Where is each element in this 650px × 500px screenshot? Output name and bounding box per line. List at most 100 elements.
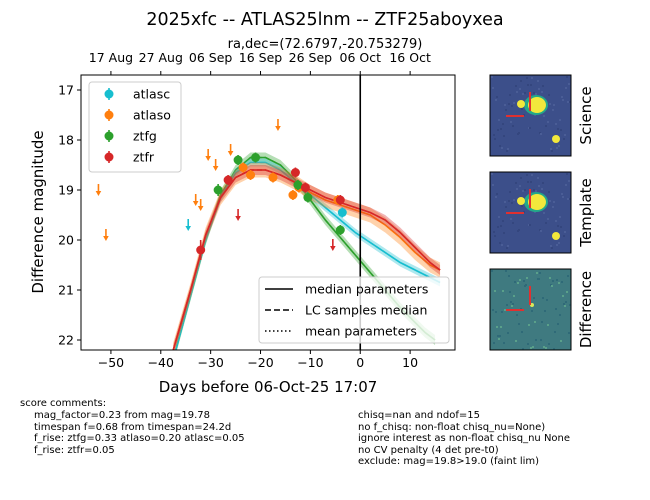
stamp-noise — [551, 247, 553, 249]
stamp-noise — [495, 311, 497, 313]
stamp-noise — [568, 180, 570, 182]
stamp-noise — [494, 235, 496, 237]
line-legend-label: LC samples median — [305, 303, 427, 318]
upper-limit-head-atlaso — [95, 191, 102, 196]
stamp-noise — [521, 108, 523, 110]
stamp-noise — [500, 128, 502, 130]
score-comment-line: no CV penalty (4 det pre-t0) — [358, 444, 499, 456]
stamp-noise — [503, 232, 505, 234]
stamp-noise — [550, 245, 552, 247]
stamp-noise — [495, 196, 497, 198]
stamp-noise — [554, 331, 556, 333]
score-comment-line: f_rise: ztfg=0.33 atlaso=0.20 atlasc=0.0… — [34, 433, 245, 445]
score-comment-line: no f_chisq: non-float chisq_nu=None) — [358, 421, 546, 433]
stamp-noise — [567, 275, 569, 277]
stamp-noise — [535, 339, 537, 341]
y-tick-label: 20 — [58, 233, 74, 248]
legend-label-atlasc: atlasc — [133, 87, 170, 102]
stamp-background — [490, 172, 571, 253]
stamp-noise — [511, 105, 513, 107]
stamp-noise — [522, 93, 524, 95]
x-tick-label: −40 — [148, 355, 174, 370]
stamp-noise — [513, 199, 515, 201]
point-ztfr — [335, 195, 345, 205]
stamp-noise — [512, 303, 514, 305]
stamp-noise — [533, 189, 535, 191]
x-axis-label: Days before 06-Oct-25 17:07 — [159, 378, 378, 396]
stamp-noise — [507, 148, 509, 150]
stamp-noise — [509, 191, 511, 193]
point-ztfr — [196, 245, 206, 255]
point-ztfr — [290, 168, 300, 177]
stamp-noise — [549, 277, 551, 279]
stamp-noise — [499, 145, 501, 147]
stamp-noise — [495, 99, 497, 101]
stamp-label-template: Template — [577, 178, 595, 247]
legend-label-atlaso: atlaso — [133, 108, 171, 123]
stamp-noise — [492, 309, 494, 311]
point-atlaso — [268, 173, 278, 182]
stamp-noise — [512, 222, 514, 224]
stamp-noise — [506, 150, 508, 152]
stamp-noise — [561, 281, 563, 283]
x-tick-label: −20 — [247, 355, 273, 370]
stamp-noise — [537, 80, 539, 82]
stamp-noise — [511, 305, 513, 307]
chart-title: 2025xfc -- ATLAS25lnm -- ZTF25aboyxea — [146, 10, 503, 30]
stamp-noise — [565, 184, 567, 186]
stamp-noise — [547, 121, 549, 123]
stamp-noise — [564, 134, 566, 136]
stamp-noise — [526, 77, 528, 79]
stamp-noise — [518, 323, 520, 325]
stamp-noise — [509, 94, 511, 96]
score-comment-line: mag_factor=0.23 from mag=19.78 — [34, 410, 211, 421]
score-comment-line: ignore interest as non-float chisq_nu No… — [358, 433, 571, 445]
stamp-noise — [491, 173, 493, 175]
top-axis-tick-label: 16 Oct — [389, 50, 431, 65]
top-axis-tick-label: 27 Aug — [139, 50, 183, 65]
stamp-noise — [559, 119, 561, 121]
stamp-noise — [499, 242, 501, 244]
line-legend-label: median parameters — [305, 282, 428, 297]
stamp-noise — [510, 121, 512, 123]
stamp-noise — [550, 148, 552, 150]
stamp-noise — [527, 343, 529, 345]
stamp-noise — [551, 285, 553, 287]
y-tick-label: 17 — [58, 83, 74, 98]
stamp-noise — [523, 280, 525, 282]
upper-limit-head-atlaso — [227, 151, 234, 156]
y-tick-label: 22 — [58, 333, 74, 348]
stamp-noise — [562, 99, 564, 101]
stamp-noise — [545, 125, 547, 127]
top-axis-tick-label: 06 Sep — [189, 50, 233, 65]
stamp-noise — [493, 134, 495, 136]
stamp-frame — [489, 74, 572, 157]
stamp-noise — [496, 193, 498, 195]
stamp-noise — [557, 225, 559, 227]
stamp-noise — [563, 235, 565, 237]
stamp-noise — [549, 200, 551, 202]
legend-frame — [88, 81, 182, 173]
stamp-noise — [560, 129, 562, 131]
stamp-noise — [557, 323, 559, 325]
stamp-noise — [533, 92, 535, 94]
stamp-noise — [506, 304, 508, 306]
point-ztfg — [213, 185, 223, 195]
stamp-noise — [504, 201, 506, 203]
score-comments-heading: score comments: — [20, 398, 107, 409]
stamp-noise — [492, 184, 494, 186]
stamp-noise — [531, 77, 533, 79]
stamp-noise — [538, 185, 540, 187]
line-legend-frame — [258, 276, 450, 344]
stamp-noise — [546, 299, 548, 301]
stamp-star — [552, 232, 560, 240]
stamp-background — [490, 269, 571, 350]
stamp-noise — [563, 138, 565, 140]
stamp-noise — [556, 147, 558, 149]
upper-limit-head-atlaso — [212, 166, 219, 171]
stamp-noise — [560, 226, 562, 228]
stamp-noise — [524, 92, 526, 94]
stamp-noise — [553, 104, 555, 106]
stamp-noise — [532, 346, 534, 348]
stamp-noise — [534, 211, 536, 213]
